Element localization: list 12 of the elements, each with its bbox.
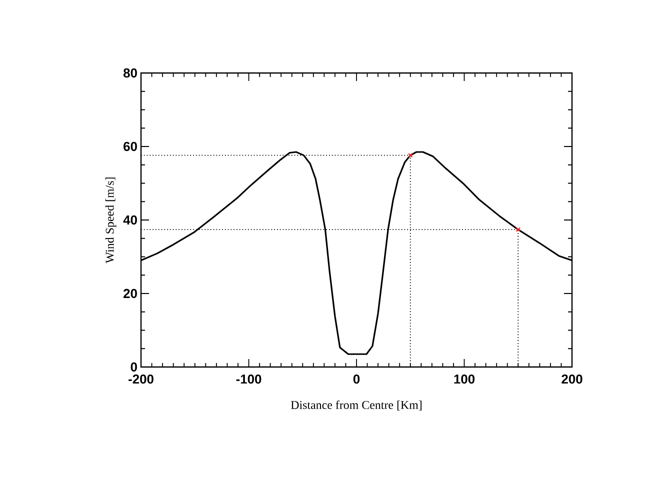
y-tick-label: 20 [124, 288, 137, 298]
y-tick-label: 40 [123, 215, 137, 225]
x-tick-label: -200 [128, 374, 154, 384]
x-tick-label: 0 [353, 374, 360, 384]
y-tick-label: 0 [130, 362, 137, 372]
x-tick-label: -100 [236, 374, 262, 384]
x-axis-title: Distance from Centre [Km] [290, 400, 422, 411]
x-tick-label: 200 [562, 374, 582, 384]
x-tick-label: 100 [454, 374, 475, 384]
y-tick-label: 60 [124, 142, 137, 152]
y-tick-label: 80 [123, 68, 137, 78]
y-axis-title: Wind Speed [m/s] [105, 178, 116, 264]
